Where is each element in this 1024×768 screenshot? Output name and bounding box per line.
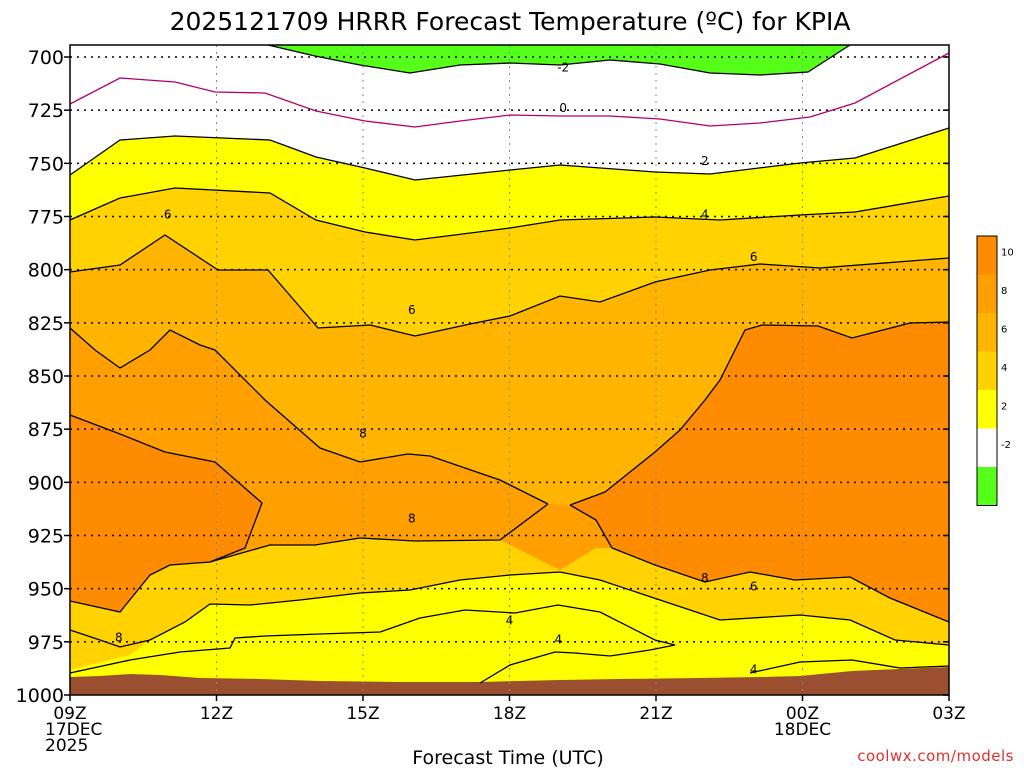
band-lowest: [70, 605, 949, 695]
contour-label: 4: [750, 662, 758, 676]
x-tick-label: 18Z: [493, 704, 526, 724]
band-minus2-to-2: [70, 45, 949, 180]
x-tick-label: 09Z: [53, 704, 86, 724]
colorbar-swatch: [977, 313, 997, 352]
contour-label: 4: [701, 207, 709, 221]
band-above-10: [70, 415, 262, 612]
y-tick-label: 875: [28, 419, 64, 441]
y-tick-label: 750: [28, 153, 64, 175]
x-tick-label: 03Z: [932, 704, 965, 724]
contour-label: 8: [359, 426, 367, 440]
y-tick-label: 725: [28, 100, 64, 122]
isotherm-8-upper-left: [69, 414, 263, 613]
contour-label: 8: [701, 571, 709, 585]
y-axis-ticks: 700 725 750 775 800 825 850 875 900 925 950 975 1000: [16, 47, 949, 707]
y-tick-label: 950: [28, 579, 64, 601]
colorbar-swatch: [977, 274, 997, 313]
isotherm-4-right: [749, 659, 950, 674]
isotherm-8-right: [569, 504, 950, 623]
x-tick-label: 00Z: [786, 704, 819, 724]
colorbar-tick-label: 10: [1001, 248, 1014, 259]
x-tick-label: 17DEC: [45, 720, 102, 740]
colorbar-swatch: [977, 390, 997, 429]
temperature-bands: [70, 45, 949, 695]
band-below-minus2: [268, 45, 850, 75]
isotherm-minus2: [267, 44, 851, 76]
isotherm-0: [69, 52, 950, 128]
colorbar: 10 8 6 4 2 -2: [976, 235, 1014, 506]
credit-text: coolwx.com/models: [857, 747, 1014, 765]
y-tick-label: 850: [28, 366, 64, 388]
ground: [70, 667, 949, 695]
x-tick-label: 15Z: [346, 704, 379, 724]
contour-label: 4: [555, 633, 563, 647]
contour-label: 8: [408, 511, 416, 525]
chart-title: 2025121709 HRRR Forecast Temperature (ºC…: [170, 7, 851, 36]
contour-labels: -2 0 2 4 6 6 6 8 8 8 6 4 4 4 8: [115, 61, 758, 677]
contour-label: 6: [408, 303, 416, 317]
contour-label: 4: [506, 614, 514, 628]
colorbar-swatch: [977, 428, 997, 467]
colorbar-tick-label: 2: [1001, 402, 1007, 413]
contour-label: 6: [164, 207, 172, 221]
contour-label: 2: [701, 154, 709, 168]
colorbar-tick-label: 6: [1001, 325, 1007, 336]
x-axis-label: Forecast Time (UTC): [412, 747, 603, 768]
y-tick-label: 800: [28, 260, 64, 282]
isotherm-6: [69, 234, 950, 337]
contour-label: 6: [750, 250, 758, 264]
y-tick-label: 1000: [16, 685, 64, 707]
colorbar-swatch: [977, 467, 997, 506]
y-tick-label: 900: [28, 472, 64, 494]
y-tick-label: 925: [28, 526, 64, 548]
isotherm-2: [69, 127, 950, 181]
colorbar-tick-label: -2: [1001, 440, 1011, 451]
isotherm-4: [69, 187, 950, 241]
isotherm-6-right: [569, 321, 950, 506]
y-tick-label: 700: [28, 47, 64, 69]
isotherm-8-mid: [209, 503, 549, 563]
y-tick-label: 775: [28, 207, 64, 229]
isotherm-lines: [69, 44, 950, 684]
colorbar-frame: [976, 235, 998, 506]
x-tick-label: 12Z: [200, 704, 233, 724]
x-tick-label: 21Z: [639, 704, 672, 724]
y-tick-label: 975: [28, 632, 64, 654]
contour-label: 0: [559, 101, 567, 115]
colorbar-tick-label: 8: [1001, 286, 1007, 297]
isotherm-6-bottom: [69, 571, 950, 648]
isotherm-4-bottom: [69, 604, 676, 684]
y-tick-label: 825: [28, 313, 64, 335]
band-above-10-right: [570, 45, 949, 622]
isotherm-6-lower: [69, 327, 549, 505]
x-tick-label: 18DEC: [774, 720, 831, 740]
x-tick-label: 2025: [45, 736, 88, 756]
colorbar-swatch: [977, 236, 997, 275]
contour-label: 6: [750, 580, 758, 594]
colorbar-tick-label: 4: [1001, 363, 1007, 374]
colorbar-swatch: [977, 351, 997, 390]
contour-label: -2: [557, 61, 569, 75]
contour-label: 8: [115, 631, 123, 645]
